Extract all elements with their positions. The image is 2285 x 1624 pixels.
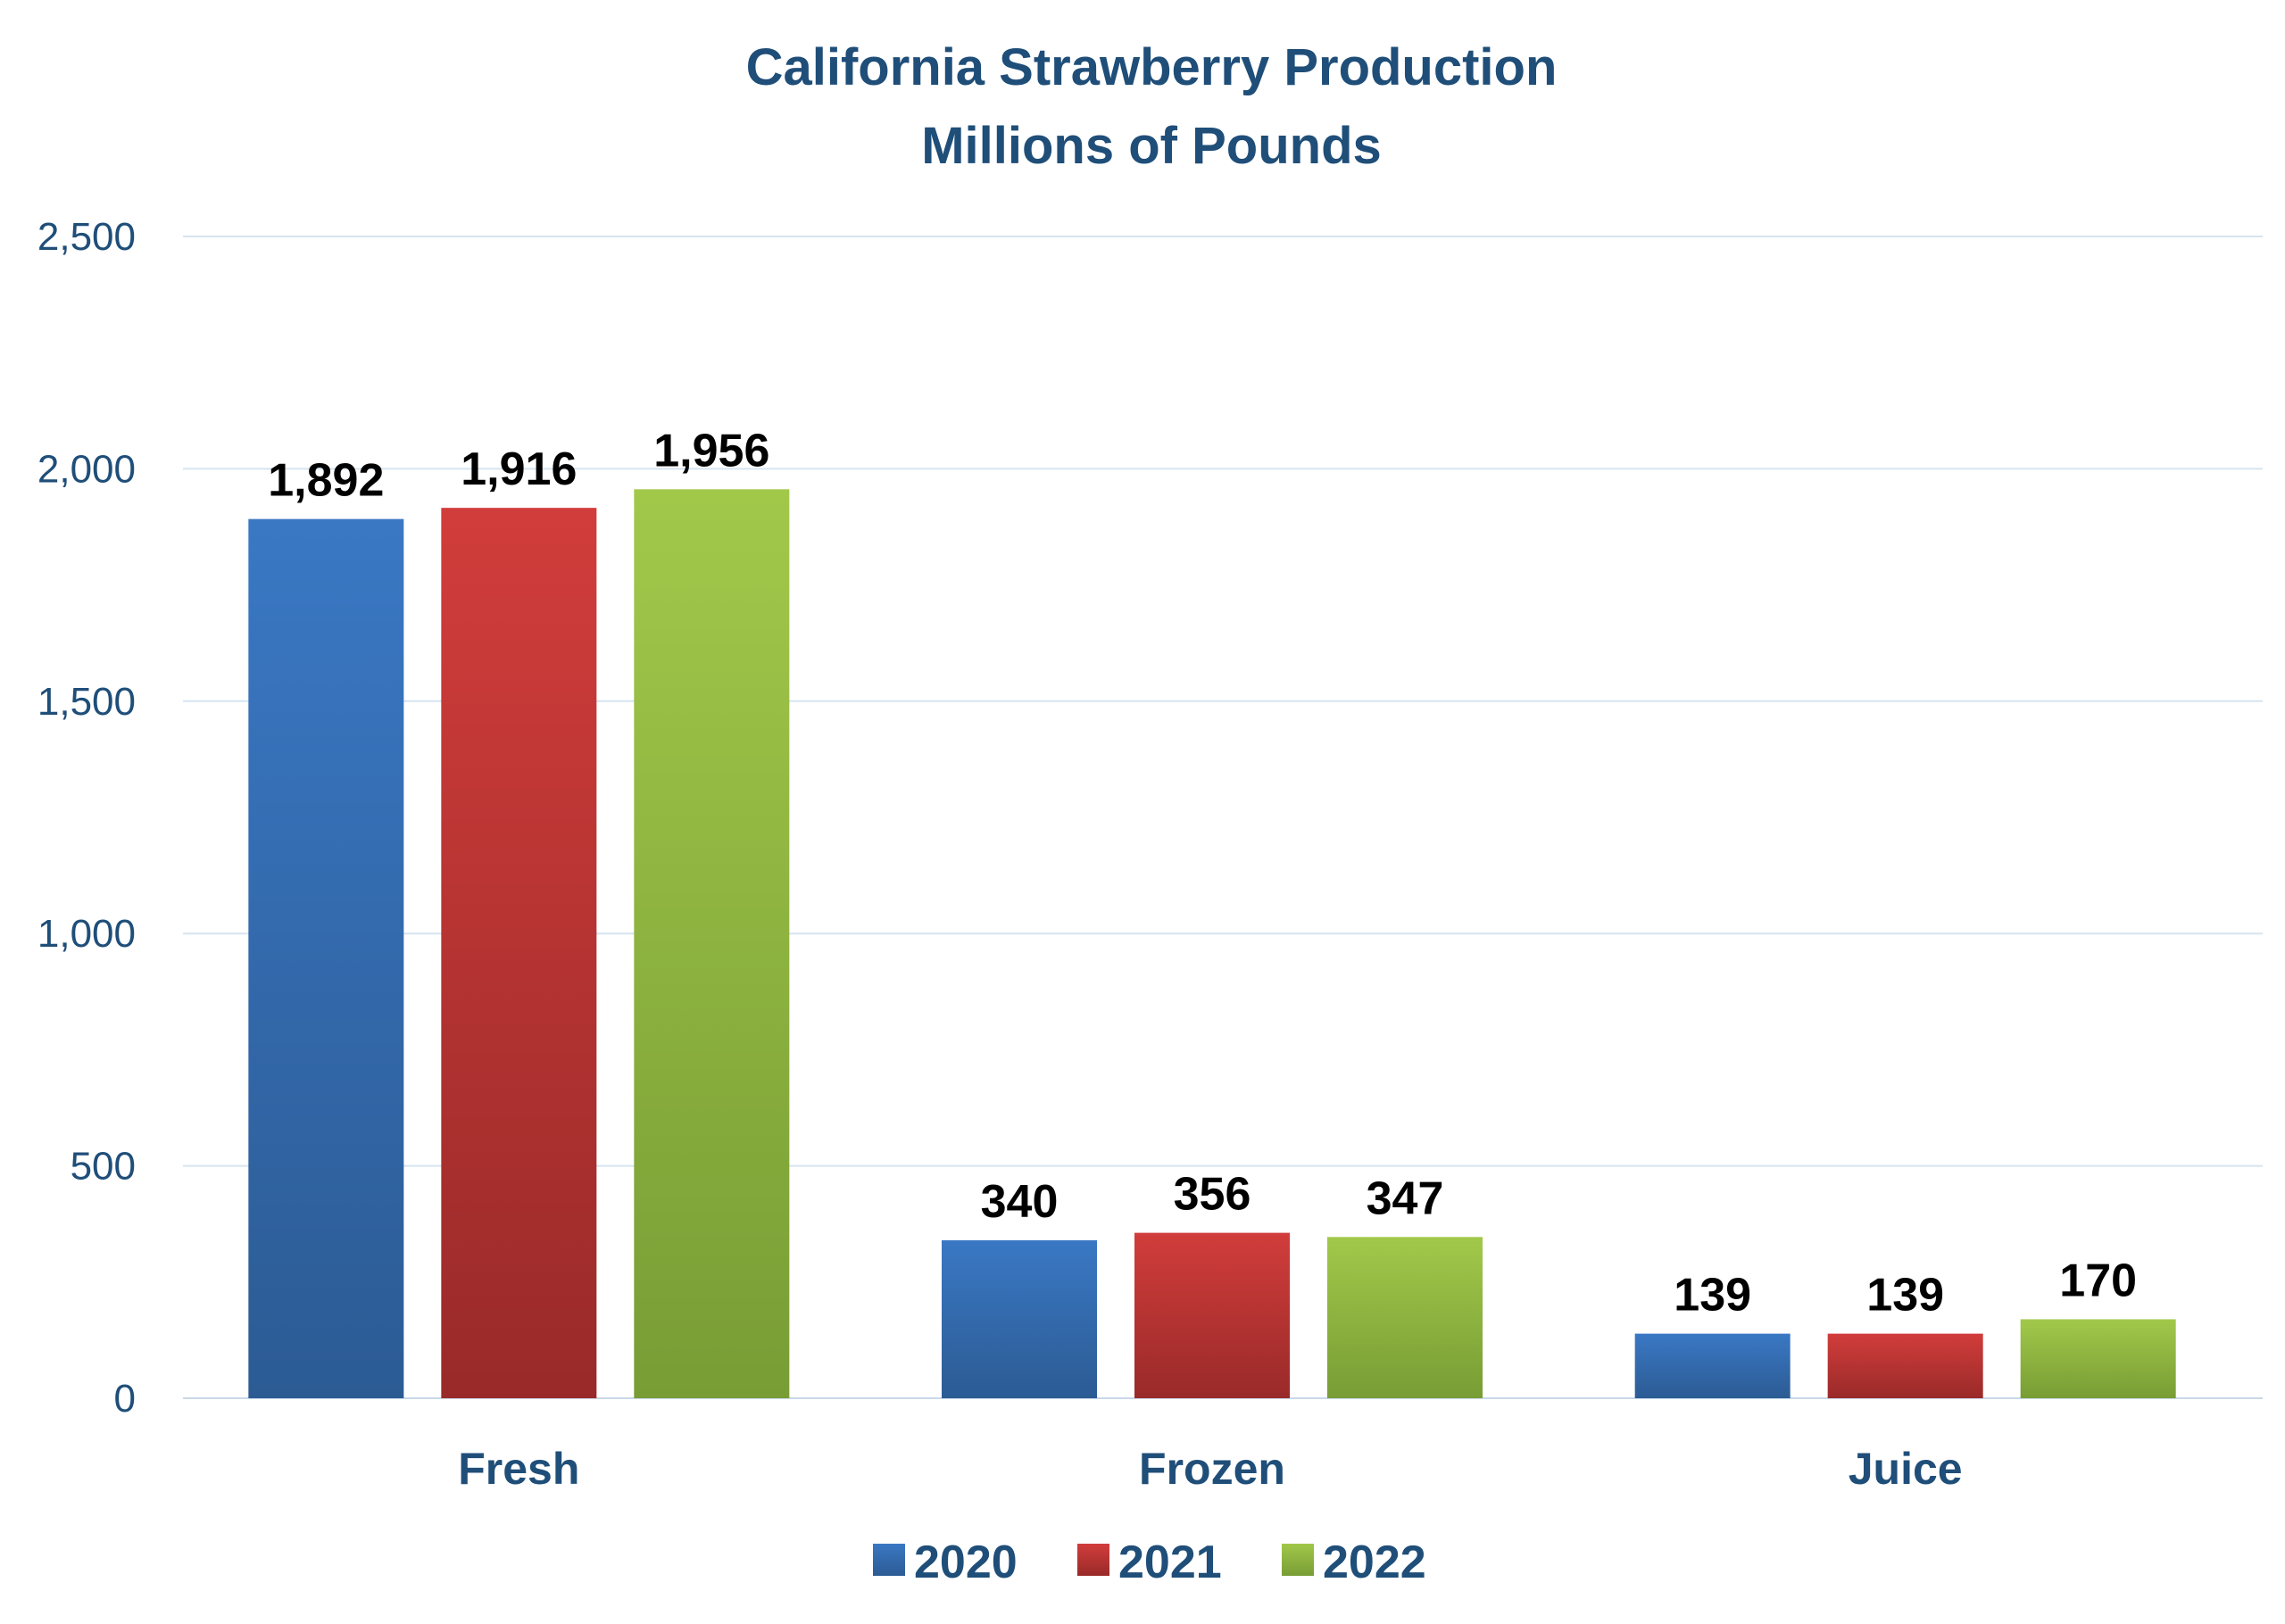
category-label-juice: Juice [1849, 1444, 1963, 1494]
data-label-juice-2021: 139 [1866, 1270, 1944, 1322]
data-label-juice-2022: 170 [2059, 1255, 2137, 1306]
data-label-juice-2020: 139 [1674, 1270, 1751, 1322]
y-tick-label-0: 0 [114, 1377, 136, 1421]
bar-fresh-2022 [634, 489, 790, 1398]
y-axis-ticks: 0 500 1,000 1,500 2,000 2,500 [37, 215, 136, 1421]
bar-juice-2020 [1634, 1333, 1791, 1398]
y-tick-label-5: 2,500 [37, 215, 136, 259]
category-label-frozen: Frozen [1139, 1444, 1285, 1494]
data-label-fresh-2021: 1,916 [461, 443, 577, 495]
chart-subtitle: Millions of Pounds [921, 117, 1382, 175]
data-label-fresh-2022: 1,956 [653, 425, 769, 476]
y-tick-label-4: 2,000 [37, 447, 136, 491]
bar-juice-2021 [1827, 1333, 1983, 1398]
chart-title: California Strawberry Production [746, 38, 1558, 96]
data-label-frozen-2022: 347 [1367, 1172, 1444, 1224]
x-axis-categories: Fresh Frozen Juice [458, 1444, 1962, 1494]
legend-label-2020: 2020 [914, 1537, 1018, 1588]
data-labels: 1,892 1,916 1,956 340 356 347 139 139 170 [268, 425, 2137, 1321]
legend-swatch-2020 [873, 1544, 905, 1576]
y-tick-label-1: 500 [71, 1145, 136, 1189]
bar-frozen-2020 [942, 1239, 1097, 1398]
category-label-fresh: Fresh [458, 1444, 579, 1494]
bars [248, 489, 2176, 1398]
data-label-frozen-2020: 340 [981, 1176, 1059, 1228]
bar-juice-2022 [2020, 1319, 2176, 1398]
y-tick-label-3: 1,500 [37, 680, 136, 724]
legend-swatch-2022 [1282, 1544, 1314, 1576]
bar-frozen-2022 [1327, 1237, 1483, 1398]
bar-frozen-2021 [1134, 1232, 1290, 1398]
bar-fresh-2021 [441, 508, 597, 1398]
legend-swatch-2021 [1077, 1544, 1109, 1576]
data-label-frozen-2021: 356 [1174, 1169, 1251, 1221]
legend-label-2021: 2021 [1118, 1537, 1222, 1588]
data-label-fresh-2020: 1,892 [268, 455, 384, 507]
bar-fresh-2020 [248, 518, 404, 1398]
legend: 2020 2021 2022 [873, 1537, 1426, 1588]
legend-label-2022: 2022 [1323, 1537, 1426, 1588]
y-tick-label-2: 1,000 [37, 912, 136, 956]
